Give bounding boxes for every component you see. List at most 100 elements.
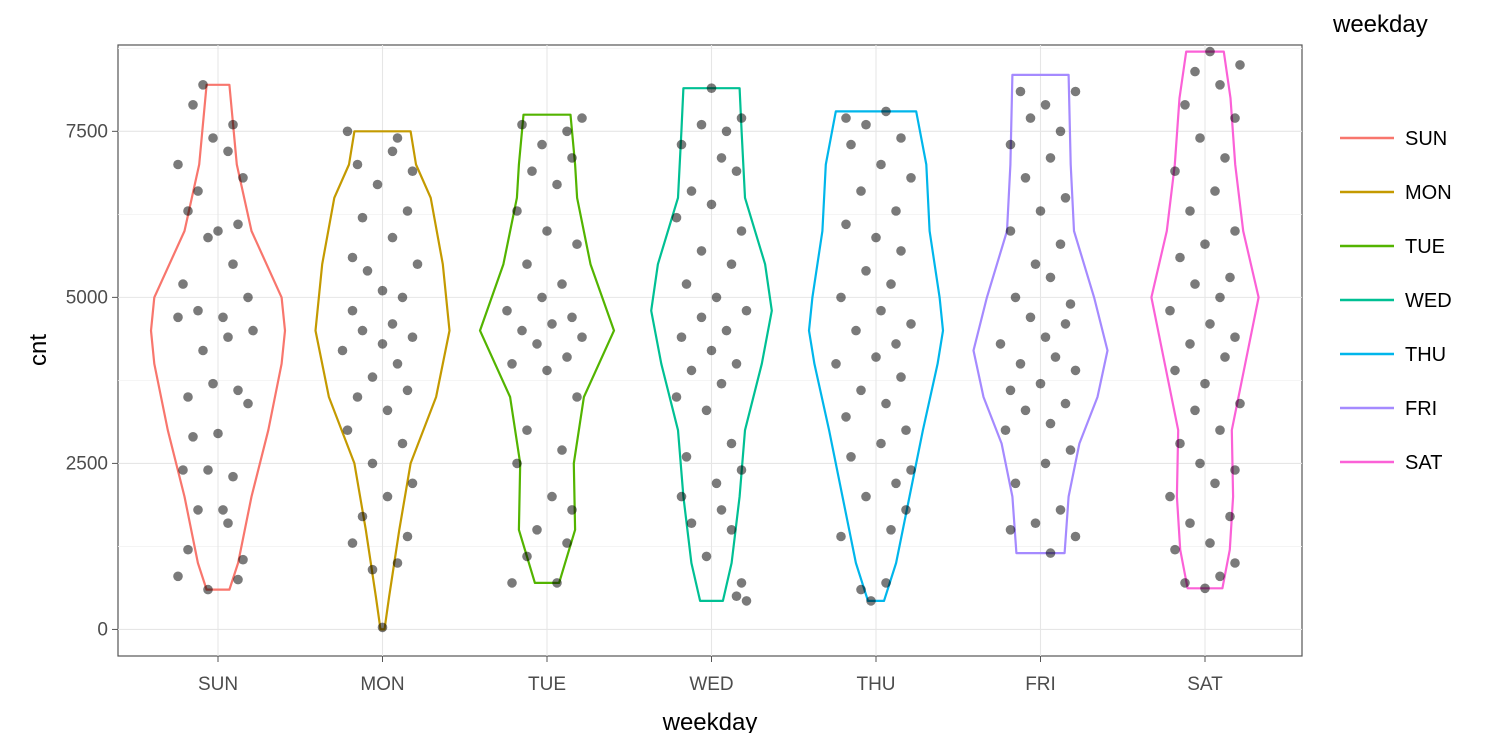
- x-tick-label: TUE: [528, 674, 566, 695]
- data-point: [342, 126, 353, 137]
- data-point: [547, 491, 557, 502]
- data-point: [387, 232, 398, 243]
- data-point: [367, 458, 378, 469]
- data-point: [726, 438, 737, 449]
- data-point: [1000, 425, 1011, 436]
- data-point: [372, 179, 383, 190]
- data-point: [676, 332, 687, 343]
- data-point: [1005, 226, 1016, 236]
- data-point: [243, 398, 253, 409]
- data-point: [203, 584, 213, 595]
- data-point: [1040, 458, 1051, 469]
- data-point: [871, 352, 881, 362]
- data-point: [1070, 531, 1081, 542]
- legend-label-fri: FRI: [1405, 398, 1437, 420]
- legend-title: weekday: [1332, 11, 1428, 38]
- data-point: [701, 551, 712, 562]
- data-point: [577, 332, 587, 343]
- data-point: [856, 186, 866, 196]
- data-point: [866, 596, 876, 606]
- data-point: [841, 412, 851, 422]
- data-point: [706, 83, 717, 93]
- data-point: [1170, 166, 1180, 176]
- data-point: [397, 292, 408, 303]
- data-point: [1205, 46, 1215, 57]
- data-point: [716, 153, 727, 163]
- data-point: [681, 452, 692, 462]
- data-point: [721, 126, 732, 137]
- data-point: [886, 525, 896, 535]
- data-point: [1070, 365, 1081, 376]
- data-point: [357, 511, 368, 522]
- data-point: [213, 428, 223, 439]
- data-point: [527, 166, 537, 176]
- violin-fri: [972, 73, 1109, 555]
- data-point: [188, 432, 198, 442]
- x-tick-label: THU: [856, 674, 895, 695]
- data-point: [736, 226, 747, 236]
- data-point: [208, 378, 218, 389]
- data-point: [223, 332, 233, 343]
- data-point: [188, 100, 198, 110]
- data-point: [1180, 100, 1190, 110]
- data-point: [1220, 352, 1230, 362]
- data-point: [1200, 239, 1210, 249]
- data-point: [532, 525, 542, 535]
- data-point: [233, 219, 243, 230]
- data-point: [357, 212, 368, 223]
- data-point: [736, 465, 747, 475]
- data-point: [1190, 279, 1200, 289]
- data-point: [1005, 139, 1016, 150]
- data-point: [203, 232, 213, 243]
- data-point: [238, 173, 248, 183]
- x-tick-label: WED: [689, 674, 733, 695]
- data-point: [891, 339, 901, 349]
- data-point: [1175, 252, 1185, 263]
- data-point: [906, 319, 916, 329]
- violin-thu: [807, 110, 945, 602]
- data-point: [891, 478, 901, 489]
- data-point: [731, 166, 742, 176]
- data-point: [382, 491, 393, 502]
- data-point: [1225, 272, 1235, 283]
- data-point: [1045, 272, 1056, 283]
- data-point: [1025, 113, 1036, 123]
- data-point: [1055, 239, 1066, 249]
- data-point: [686, 518, 697, 528]
- data-point: [512, 458, 522, 469]
- data-point: [228, 259, 238, 270]
- data-point: [836, 531, 846, 542]
- data-point: [178, 279, 188, 289]
- data-point: [402, 531, 413, 542]
- data-point: [517, 119, 527, 130]
- y-tick-label: 2500: [66, 453, 108, 474]
- data-point: [1205, 538, 1215, 548]
- gridlines: [118, 45, 1302, 656]
- data-point: [1030, 518, 1041, 528]
- data-point: [1005, 525, 1016, 535]
- data-point: [382, 405, 393, 416]
- data-point: [671, 392, 682, 402]
- data-point: [522, 425, 532, 436]
- data-point: [736, 578, 747, 588]
- data-point: [183, 544, 193, 555]
- data-point: [352, 159, 363, 170]
- data-point: [178, 465, 188, 475]
- data-point: [1055, 126, 1066, 137]
- data-point: [995, 339, 1006, 349]
- data-point: [203, 465, 213, 475]
- data-point: [1230, 332, 1240, 343]
- jitter-points: [173, 46, 1245, 633]
- data-point: [542, 226, 552, 236]
- data-point: [1170, 544, 1180, 555]
- data-point: [243, 292, 253, 303]
- data-point: [741, 305, 752, 316]
- data-point: [402, 385, 413, 396]
- data-point: [562, 352, 572, 362]
- data-point: [1230, 226, 1240, 236]
- data-point: [377, 622, 388, 633]
- data-point: [522, 259, 532, 270]
- data-point: [392, 558, 403, 568]
- data-point: [1050, 352, 1061, 362]
- data-point: [1035, 206, 1046, 216]
